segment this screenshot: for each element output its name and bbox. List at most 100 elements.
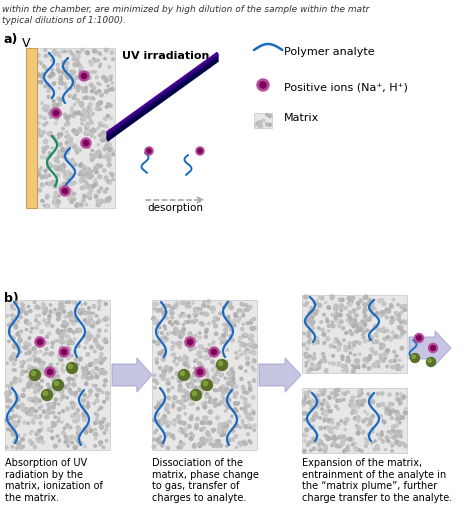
Circle shape bbox=[212, 376, 216, 379]
Circle shape bbox=[13, 430, 16, 433]
Circle shape bbox=[370, 336, 374, 340]
Circle shape bbox=[180, 330, 184, 334]
Circle shape bbox=[245, 370, 247, 372]
Circle shape bbox=[36, 315, 38, 317]
Circle shape bbox=[242, 314, 245, 317]
Circle shape bbox=[215, 380, 219, 383]
Circle shape bbox=[172, 341, 173, 343]
Circle shape bbox=[340, 309, 342, 312]
Circle shape bbox=[89, 336, 91, 339]
Circle shape bbox=[243, 388, 245, 390]
Circle shape bbox=[27, 351, 31, 355]
Circle shape bbox=[357, 404, 360, 407]
Circle shape bbox=[210, 306, 213, 310]
Circle shape bbox=[73, 351, 76, 353]
Circle shape bbox=[226, 303, 229, 307]
Circle shape bbox=[351, 404, 354, 406]
Circle shape bbox=[104, 199, 107, 203]
Circle shape bbox=[85, 129, 89, 132]
Circle shape bbox=[67, 170, 70, 173]
Circle shape bbox=[217, 318, 219, 320]
Circle shape bbox=[193, 360, 196, 362]
Circle shape bbox=[375, 361, 379, 365]
Circle shape bbox=[47, 89, 50, 92]
Circle shape bbox=[369, 317, 371, 319]
Circle shape bbox=[5, 395, 9, 399]
Circle shape bbox=[317, 340, 319, 343]
Circle shape bbox=[178, 341, 182, 344]
Circle shape bbox=[385, 308, 388, 311]
Circle shape bbox=[227, 315, 230, 318]
Circle shape bbox=[99, 101, 102, 104]
Circle shape bbox=[80, 113, 83, 116]
Circle shape bbox=[67, 357, 70, 359]
Circle shape bbox=[312, 439, 316, 443]
Circle shape bbox=[50, 403, 53, 405]
Circle shape bbox=[74, 338, 76, 340]
Circle shape bbox=[354, 448, 358, 451]
Text: Absorption of UV
radiation by the
matrix, ionization of
the matrix.: Absorption of UV radiation by the matrix… bbox=[5, 458, 103, 503]
Circle shape bbox=[227, 439, 231, 442]
Circle shape bbox=[234, 402, 237, 405]
Circle shape bbox=[49, 376, 52, 378]
Circle shape bbox=[401, 333, 403, 336]
Circle shape bbox=[82, 117, 86, 121]
FancyBboxPatch shape bbox=[26, 48, 37, 208]
Circle shape bbox=[37, 122, 40, 125]
Circle shape bbox=[64, 175, 68, 178]
Circle shape bbox=[100, 152, 101, 154]
Circle shape bbox=[66, 342, 70, 345]
Circle shape bbox=[334, 304, 338, 308]
Circle shape bbox=[35, 357, 38, 360]
Circle shape bbox=[105, 380, 107, 382]
Circle shape bbox=[348, 437, 352, 441]
Circle shape bbox=[391, 444, 393, 447]
Circle shape bbox=[40, 183, 42, 185]
Circle shape bbox=[17, 424, 19, 426]
Circle shape bbox=[235, 385, 238, 388]
Circle shape bbox=[10, 304, 13, 307]
Circle shape bbox=[159, 436, 162, 438]
Circle shape bbox=[51, 72, 55, 76]
Circle shape bbox=[53, 181, 56, 184]
Circle shape bbox=[152, 445, 156, 449]
Circle shape bbox=[240, 344, 243, 347]
Circle shape bbox=[303, 450, 306, 453]
Circle shape bbox=[208, 350, 210, 352]
Circle shape bbox=[72, 406, 74, 409]
Circle shape bbox=[51, 405, 55, 409]
Circle shape bbox=[45, 367, 55, 377]
Circle shape bbox=[194, 308, 198, 312]
Circle shape bbox=[380, 356, 382, 359]
Circle shape bbox=[331, 421, 333, 424]
Circle shape bbox=[18, 445, 22, 449]
Circle shape bbox=[54, 199, 56, 202]
Circle shape bbox=[216, 350, 218, 352]
Circle shape bbox=[35, 398, 38, 401]
Circle shape bbox=[56, 435, 59, 438]
Circle shape bbox=[68, 328, 72, 332]
Circle shape bbox=[59, 389, 62, 392]
Circle shape bbox=[180, 389, 183, 392]
Circle shape bbox=[344, 306, 347, 309]
Circle shape bbox=[83, 180, 85, 182]
Circle shape bbox=[359, 394, 361, 397]
Circle shape bbox=[396, 430, 400, 433]
Circle shape bbox=[65, 67, 68, 69]
Circle shape bbox=[12, 362, 16, 366]
Circle shape bbox=[97, 82, 100, 85]
Circle shape bbox=[154, 322, 156, 325]
Circle shape bbox=[73, 393, 76, 396]
Circle shape bbox=[58, 137, 60, 139]
Circle shape bbox=[166, 424, 170, 427]
Circle shape bbox=[192, 320, 196, 324]
Circle shape bbox=[217, 359, 228, 370]
Circle shape bbox=[175, 302, 179, 306]
Circle shape bbox=[73, 198, 76, 201]
Circle shape bbox=[330, 392, 333, 394]
Circle shape bbox=[177, 333, 180, 336]
Circle shape bbox=[96, 321, 98, 324]
Circle shape bbox=[216, 369, 219, 372]
Circle shape bbox=[99, 122, 102, 126]
Circle shape bbox=[70, 319, 73, 322]
